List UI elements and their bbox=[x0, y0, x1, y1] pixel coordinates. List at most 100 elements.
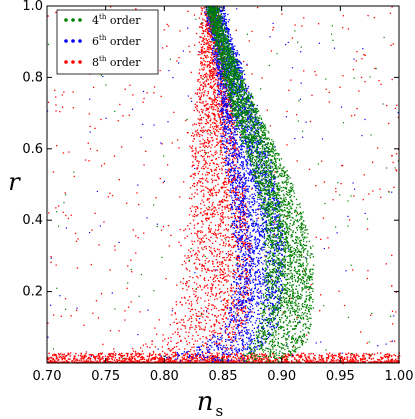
data-point bbox=[87, 358, 89, 360]
data-point bbox=[243, 217, 245, 220]
data-point bbox=[234, 354, 236, 356]
data-point bbox=[246, 336, 248, 339]
data-point bbox=[248, 360, 250, 362]
data-point bbox=[264, 355, 266, 357]
data-point bbox=[213, 108, 215, 110]
data-point bbox=[172, 347, 174, 350]
data-point bbox=[232, 287, 234, 289]
data-point bbox=[74, 355, 76, 357]
data-point bbox=[218, 190, 221, 192]
data-point bbox=[287, 354, 290, 356]
data-point bbox=[238, 206, 241, 208]
data-point bbox=[177, 322, 179, 324]
data-point bbox=[283, 276, 286, 279]
data-point bbox=[378, 361, 380, 364]
data-point bbox=[169, 349, 171, 351]
data-point bbox=[58, 356, 60, 358]
data-point bbox=[211, 86, 214, 89]
data-point bbox=[216, 69, 218, 71]
data-point bbox=[47, 356, 49, 359]
data-point bbox=[212, 128, 215, 130]
data-point bbox=[221, 172, 223, 175]
data-point bbox=[226, 204, 228, 206]
data-point bbox=[188, 249, 190, 251]
data-point bbox=[195, 325, 197, 327]
data-point bbox=[103, 360, 105, 363]
data-point bbox=[202, 87, 205, 89]
data-point bbox=[352, 68, 354, 71]
data-point bbox=[218, 249, 220, 251]
data-point bbox=[220, 93, 222, 95]
data-point bbox=[300, 361, 302, 364]
data-point bbox=[223, 9, 226, 12]
data-point bbox=[199, 36, 202, 38]
data-point bbox=[211, 361, 213, 364]
data-point bbox=[205, 43, 207, 45]
data-point bbox=[197, 167, 199, 169]
data-point bbox=[215, 124, 217, 126]
data-point bbox=[235, 324, 237, 326]
data-point bbox=[232, 179, 235, 181]
points-layer bbox=[47, 6, 401, 365]
data-point bbox=[210, 288, 212, 290]
data-point bbox=[202, 328, 204, 330]
data-point bbox=[394, 107, 397, 109]
data-point bbox=[137, 237, 139, 239]
data-point bbox=[210, 82, 212, 84]
data-point bbox=[222, 353, 224, 355]
data-point bbox=[205, 23, 207, 26]
data-point bbox=[363, 355, 365, 357]
data-point bbox=[225, 101, 227, 103]
data-point bbox=[207, 191, 209, 193]
data-point bbox=[266, 180, 269, 183]
data-point bbox=[240, 197, 242, 199]
data-point bbox=[112, 353, 114, 355]
data-point bbox=[224, 216, 226, 218]
data-point bbox=[286, 356, 288, 358]
data-point bbox=[362, 358, 365, 360]
data-point bbox=[230, 216, 232, 219]
data-point bbox=[298, 359, 300, 361]
data-point bbox=[359, 361, 361, 364]
data-point bbox=[194, 106, 197, 108]
data-point bbox=[222, 346, 224, 348]
data-point bbox=[277, 361, 279, 364]
data-point bbox=[237, 259, 239, 261]
data-point bbox=[237, 325, 239, 327]
data-point bbox=[215, 294, 217, 296]
data-point bbox=[232, 320, 235, 322]
data-point bbox=[229, 181, 231, 183]
data-point bbox=[242, 163, 244, 165]
data-point bbox=[233, 277, 235, 279]
data-point bbox=[200, 118, 202, 121]
data-point bbox=[251, 352, 254, 355]
data-point bbox=[80, 359, 83, 361]
data-point bbox=[320, 358, 322, 361]
data-point bbox=[352, 360, 354, 362]
data-point bbox=[208, 246, 210, 248]
data-point bbox=[315, 236, 317, 238]
data-point bbox=[197, 247, 199, 249]
data-point bbox=[220, 57, 222, 60]
data-point bbox=[269, 125, 271, 127]
data-point bbox=[244, 204, 246, 206]
data-point bbox=[239, 82, 242, 84]
data-point bbox=[229, 92, 231, 94]
data-point bbox=[207, 10, 209, 12]
data-point bbox=[330, 355, 332, 357]
data-point bbox=[239, 361, 242, 364]
data-point bbox=[204, 342, 206, 344]
data-point bbox=[215, 70, 217, 72]
data-point bbox=[202, 75, 204, 77]
data-point bbox=[197, 89, 199, 91]
data-point bbox=[197, 165, 199, 167]
data-point bbox=[385, 263, 387, 265]
data-point bbox=[281, 273, 283, 275]
data-point bbox=[219, 213, 222, 215]
data-point bbox=[196, 167, 198, 169]
data-point bbox=[214, 234, 216, 236]
data-point bbox=[174, 361, 177, 363]
data-point bbox=[189, 251, 192, 253]
data-point bbox=[196, 168, 198, 170]
data-point bbox=[232, 54, 234, 56]
